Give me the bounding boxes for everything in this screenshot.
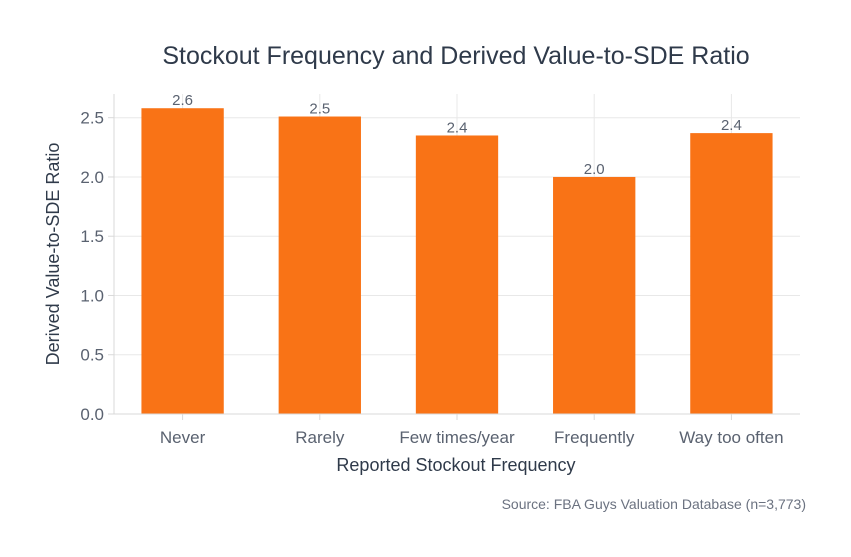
data-label: 2.4 — [447, 119, 468, 136]
x-axis-label: Reported Stockout Frequency — [336, 455, 575, 475]
x-tick-label: Rarely — [295, 428, 345, 447]
data-label: 2.4 — [721, 117, 742, 134]
source-note: Source: FBA Guys Valuation Database (n=3… — [502, 496, 806, 512]
y-tick-label: 0.5 — [80, 346, 104, 365]
bar — [415, 135, 499, 414]
x-tick-label: Never — [160, 428, 206, 447]
y-tick-label: 1.0 — [80, 286, 104, 305]
data-label: 2.6 — [172, 92, 193, 109]
axes-layer: 0.0 0.5 1.0 1.5 2.0 2.5 Never Rarely Few times/y… — [80, 94, 800, 447]
bars-layer: 2.6 2.5 2.4 2.0 2.4 — [141, 92, 773, 414]
data-label: 2.0 — [584, 161, 605, 178]
x-tick-label: Few times/year — [399, 428, 515, 447]
y-tick-label: 2.0 — [80, 168, 104, 187]
chart-title: Stockout Frequency and Derived Value-to-… — [162, 42, 749, 70]
bar — [690, 133, 773, 414]
bar — [141, 108, 224, 414]
y-tick-label: 1.5 — [80, 227, 104, 246]
bar — [278, 116, 361, 414]
y-tick-label: 2.5 — [80, 109, 104, 128]
y-tick-label: 0.0 — [80, 405, 104, 424]
x-tick-label: Frequently — [554, 428, 635, 447]
data-label: 2.5 — [309, 101, 330, 118]
x-tick-label: Way too often — [679, 428, 783, 447]
bar — [553, 176, 636, 414]
y-axis-label: Derived Value-to-SDE Ratio — [43, 143, 63, 366]
